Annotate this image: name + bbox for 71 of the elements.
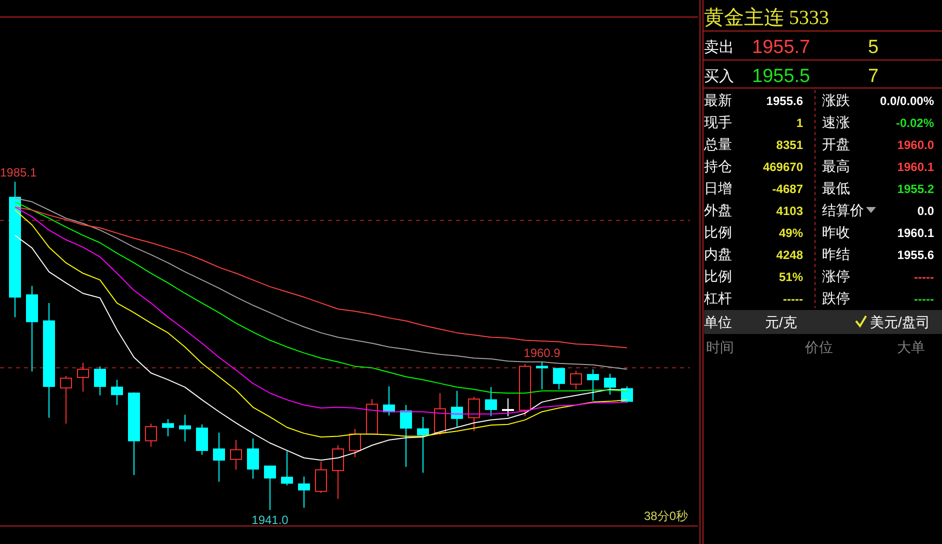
text: 1960.1 bbox=[897, 226, 934, 240]
text: 1 bbox=[796, 116, 804, 130]
candlestick bbox=[43, 302, 55, 418]
text: 持仓 bbox=[704, 158, 732, 174]
candlestick bbox=[417, 416, 429, 474]
text: 涨跌 bbox=[822, 92, 850, 108]
text: 最新 bbox=[704, 92, 732, 108]
text: 1955.2 bbox=[897, 182, 934, 196]
text: 8351 bbox=[776, 138, 804, 152]
text: 昨结 bbox=[822, 246, 850, 262]
candlestick bbox=[26, 285, 38, 372]
candlestick bbox=[332, 444, 344, 500]
text: 1955.5 bbox=[752, 66, 810, 87]
text: 0.0/0.00% bbox=[880, 94, 934, 108]
text: -4687 bbox=[772, 182, 804, 196]
text: 开盘 bbox=[822, 136, 850, 152]
text: 现手 bbox=[704, 114, 732, 130]
text: ----- bbox=[914, 292, 934, 306]
text: 1955.7 bbox=[752, 37, 810, 58]
text: 1955.6 bbox=[766, 94, 804, 108]
text: 价位 bbox=[804, 339, 833, 355]
text: 总量 bbox=[703, 136, 732, 152]
annotation: 1960.9 bbox=[524, 346, 561, 360]
text: 时间 bbox=[706, 339, 734, 355]
text: 0.0 bbox=[917, 204, 934, 218]
text: 51% bbox=[778, 270, 804, 284]
candlestick bbox=[111, 379, 123, 406]
text: 单位 bbox=[704, 314, 732, 330]
text: 最高 bbox=[822, 158, 850, 174]
candlestick bbox=[247, 438, 259, 480]
text: 跌停 bbox=[822, 290, 850, 306]
text: 元/克 bbox=[765, 314, 797, 330]
text: 比例 bbox=[704, 224, 732, 240]
candlestick bbox=[77, 362, 89, 392]
text: 5 bbox=[868, 37, 879, 58]
text: 昨收 bbox=[822, 224, 850, 240]
candlestick bbox=[451, 390, 463, 428]
text: 38分0秒 bbox=[644, 509, 688, 523]
text: 比例 bbox=[704, 268, 732, 284]
text: 1960.1 bbox=[897, 160, 934, 174]
text: 黄金主连 5333 bbox=[704, 6, 829, 29]
candlestick bbox=[213, 432, 225, 482]
text: 最低 bbox=[822, 180, 850, 196]
text: 涨停 bbox=[822, 268, 850, 284]
text: 美元/盘司 bbox=[870, 314, 930, 330]
text: 外盘 bbox=[704, 202, 732, 218]
text: ----- bbox=[783, 292, 803, 306]
text: 1960.0 bbox=[897, 138, 934, 152]
text: 469670 bbox=[762, 160, 804, 174]
text: 卖出 bbox=[704, 39, 734, 56]
text: 内盘 bbox=[704, 246, 732, 262]
annotation: 1985.1 bbox=[0, 166, 38, 180]
text: 4248 bbox=[776, 248, 804, 262]
text: 1955.6 bbox=[897, 248, 934, 262]
text: 杠杆 bbox=[703, 290, 732, 306]
text: 7 bbox=[868, 66, 879, 87]
text: 49% bbox=[778, 226, 804, 240]
text: 大单 bbox=[897, 339, 925, 355]
candlestick bbox=[400, 404, 412, 468]
text: 日增 bbox=[704, 180, 732, 196]
candlestick bbox=[230, 440, 242, 470]
candlestick bbox=[9, 181, 21, 318]
text: 结算价 bbox=[822, 202, 864, 218]
text: 4103 bbox=[776, 204, 804, 218]
candlestick bbox=[179, 414, 191, 442]
text: -0.02% bbox=[896, 116, 934, 130]
annotation: 1941.0 bbox=[252, 513, 289, 527]
candlestick bbox=[298, 476, 310, 508]
text: ----- bbox=[914, 270, 934, 284]
text: 速涨 bbox=[822, 114, 850, 130]
text: 买入 bbox=[704, 68, 734, 85]
